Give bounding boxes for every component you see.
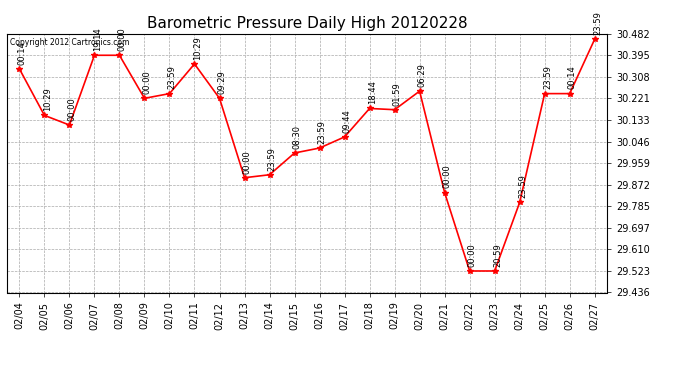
Text: 00:14: 00:14 — [568, 66, 577, 90]
Text: Copyright 2012 Cartronics.com: Copyright 2012 Cartronics.com — [10, 38, 129, 46]
Text: 09:29: 09:29 — [218, 70, 227, 94]
Text: 23:59: 23:59 — [543, 66, 552, 90]
Text: 23:59: 23:59 — [518, 174, 527, 198]
Text: 19:14: 19:14 — [92, 27, 101, 51]
Text: 00:00: 00:00 — [443, 165, 452, 188]
Text: 08:30: 08:30 — [293, 125, 302, 149]
Text: 18:44: 18:44 — [368, 80, 377, 104]
Text: 01:59: 01:59 — [393, 82, 402, 105]
Text: 23:59: 23:59 — [593, 11, 602, 35]
Text: 00:00: 00:00 — [468, 243, 477, 267]
Text: 09:44: 09:44 — [343, 109, 352, 133]
Text: 00:00: 00:00 — [68, 97, 77, 121]
Text: 00:14: 00:14 — [18, 41, 27, 65]
Title: Barometric Pressure Daily High 20120228: Barometric Pressure Daily High 20120228 — [147, 16, 467, 31]
Text: 23:59: 23:59 — [318, 120, 327, 144]
Text: 00:00: 00:00 — [143, 70, 152, 94]
Text: 10:29: 10:29 — [193, 36, 201, 60]
Text: 23:59: 23:59 — [268, 147, 277, 171]
Text: 23:59: 23:59 — [168, 66, 177, 90]
Text: 10:29: 10:29 — [43, 87, 52, 111]
Text: 06:29: 06:29 — [418, 63, 427, 87]
Text: 20:59: 20:59 — [493, 243, 502, 267]
Text: 00:00: 00:00 — [118, 27, 127, 51]
Text: 00:00: 00:00 — [243, 150, 252, 174]
